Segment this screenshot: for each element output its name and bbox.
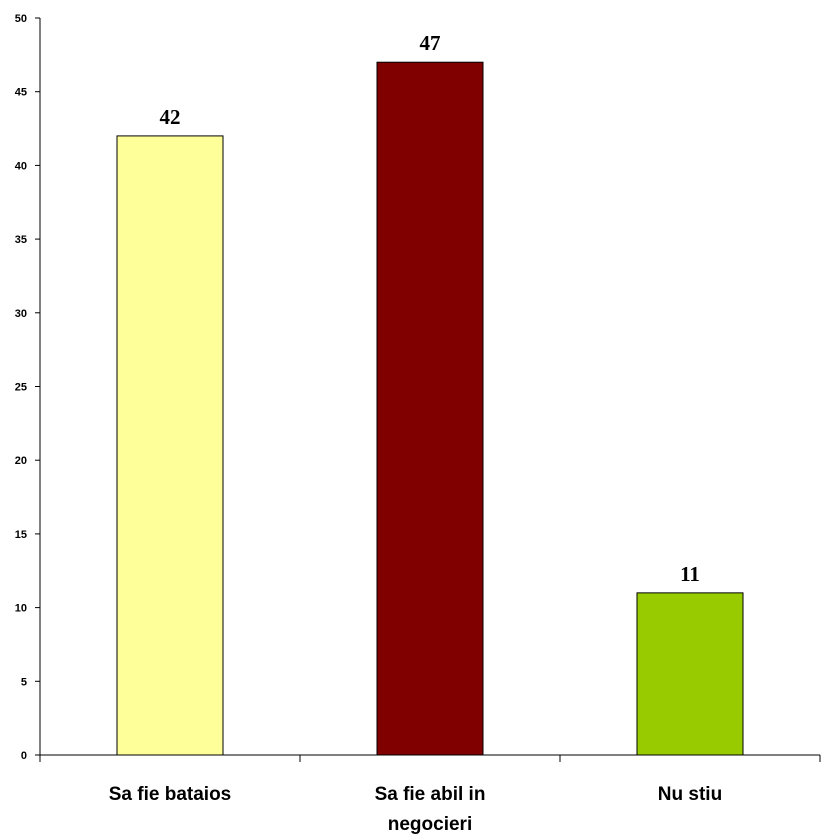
category-label: Sa fie abil in [375, 784, 486, 805]
value-label: 42 [160, 105, 181, 129]
bar [376, 61, 484, 756]
y-tick-label: 20 [15, 455, 27, 467]
category-label: Sa fie bataios [109, 784, 232, 805]
bar [116, 135, 224, 756]
y-tick-label: 45 [15, 87, 27, 99]
y-axis: 0 5 10 15 20 25 30 35 40 45 50 [15, 13, 41, 762]
bar [636, 592, 744, 756]
y-tick-label: 30 [15, 308, 27, 320]
y-tick-label: 35 [15, 234, 27, 246]
bars [116, 61, 744, 756]
value-label: 47 [420, 31, 441, 55]
category-label: Nu stiu [658, 784, 722, 805]
value-labels: 42 47 11 [160, 31, 700, 586]
category-label: negocieri [388, 814, 472, 835]
value-label: 11 [680, 562, 700, 586]
y-tick-label: 5 [21, 676, 27, 688]
y-tick-label: 40 [15, 160, 27, 172]
x-axis [39, 754, 821, 762]
y-tick-label: 15 [15, 529, 27, 541]
y-tick-label: 25 [15, 382, 27, 394]
y-tick-label: 10 [15, 603, 27, 615]
category-labels: Sa fie bataios Sa fie abil in negocieri Nu … [109, 784, 722, 835]
y-tick-label: 0 [21, 750, 27, 762]
y-tick-label: 50 [15, 13, 27, 25]
